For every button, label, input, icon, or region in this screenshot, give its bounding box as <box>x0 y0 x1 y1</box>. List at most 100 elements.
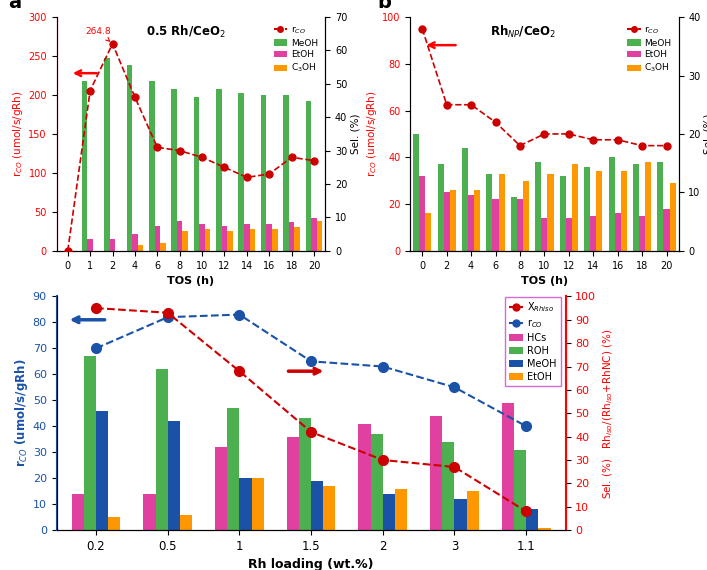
Bar <box>238 93 244 251</box>
Bar <box>177 221 182 251</box>
Bar <box>144 494 156 530</box>
Bar <box>566 218 572 251</box>
Bar <box>542 218 547 251</box>
Bar <box>272 229 278 251</box>
Bar <box>614 213 621 251</box>
Y-axis label: r$_{CO}$ (umol/s/gRh): r$_{CO}$ (umol/s/gRh) <box>11 91 25 177</box>
Bar <box>382 494 395 530</box>
Bar <box>317 221 322 251</box>
Bar <box>168 421 180 530</box>
Bar <box>305 101 311 251</box>
Bar <box>468 195 474 251</box>
Bar <box>358 424 370 530</box>
Legend: r$_{CO}$, MeOH, EtOH, C$_3$OH: r$_{CO}$, MeOH, EtOH, C$_3$OH <box>624 22 674 77</box>
Bar <box>663 209 670 251</box>
Bar <box>572 164 578 251</box>
Bar <box>287 437 299 530</box>
Bar <box>633 164 639 251</box>
Bar <box>609 157 614 251</box>
Bar <box>227 408 240 530</box>
Bar <box>110 239 115 251</box>
Bar <box>216 89 222 251</box>
Bar <box>430 416 443 530</box>
Bar <box>395 488 407 530</box>
Bar <box>596 172 602 251</box>
Bar <box>514 450 526 530</box>
Bar <box>261 95 267 251</box>
Bar <box>252 478 264 530</box>
Bar <box>621 172 627 251</box>
Bar <box>523 181 529 251</box>
Bar <box>104 58 110 251</box>
Bar <box>444 193 450 251</box>
Bar <box>289 222 294 251</box>
Bar <box>443 442 455 530</box>
Text: a: a <box>8 0 21 13</box>
Legend: X$_{Rhiso}$, r$_{CO}$, HCs, ROH, MeOH, EtOH: X$_{Rhiso}$, r$_{CO}$, HCs, ROH, MeOH, E… <box>505 296 561 385</box>
Bar <box>323 486 335 530</box>
Bar <box>171 89 177 251</box>
Bar <box>88 239 93 251</box>
Bar <box>426 213 431 251</box>
Y-axis label: r$_{CO}$ (umol/s/gRh): r$_{CO}$ (umol/s/gRh) <box>13 359 30 467</box>
Bar <box>156 369 168 530</box>
Bar <box>160 243 165 251</box>
Bar <box>244 223 250 251</box>
Bar <box>71 494 84 530</box>
Bar <box>311 481 323 530</box>
Bar <box>526 510 538 530</box>
Text: 264.8: 264.8 <box>86 27 111 41</box>
Bar <box>467 491 479 530</box>
Bar <box>82 81 88 251</box>
Bar <box>215 447 227 530</box>
Bar <box>462 148 468 251</box>
Bar <box>670 183 676 251</box>
Bar <box>450 190 456 251</box>
Bar <box>250 229 255 251</box>
Bar <box>419 176 426 251</box>
Bar <box>535 162 542 251</box>
Bar <box>639 215 645 251</box>
Bar <box>560 176 566 251</box>
Bar <box>284 95 289 251</box>
Bar <box>108 517 120 530</box>
Bar <box>584 166 590 251</box>
Bar <box>538 527 551 530</box>
Y-axis label: r$_{CO}$ (umol/s/gRh): r$_{CO}$ (umol/s/gRh) <box>366 91 379 177</box>
Bar <box>498 174 505 251</box>
Bar <box>180 515 192 530</box>
Bar <box>517 200 523 251</box>
Bar <box>474 190 480 251</box>
Bar <box>194 96 199 251</box>
Text: 0.5 Rh/CeO$_2$: 0.5 Rh/CeO$_2$ <box>146 24 226 40</box>
Bar <box>84 356 96 530</box>
Bar <box>222 226 227 251</box>
Bar <box>240 478 252 530</box>
Bar <box>182 231 188 251</box>
X-axis label: Rh loading (wt.%): Rh loading (wt.%) <box>248 559 374 570</box>
Text: Rh$_{NP}$/CeO$_2$: Rh$_{NP}$/CeO$_2$ <box>490 24 556 40</box>
X-axis label: TOS (h): TOS (h) <box>168 276 214 286</box>
Bar <box>199 223 205 251</box>
Y-axis label: Sel. (%)   Rh$_{iso}$/(Rh$_{iso}$+RhNC) (%): Sel. (%) Rh$_{iso}$/(Rh$_{iso}$+RhNC) (%… <box>602 328 616 499</box>
Legend: r$_{CO}$, MeOH, EtOH, C$_3$OH: r$_{CO}$, MeOH, EtOH, C$_3$OH <box>271 22 321 77</box>
Bar <box>267 223 272 251</box>
Bar <box>138 245 144 251</box>
X-axis label: TOS (h): TOS (h) <box>521 276 568 286</box>
Bar <box>205 229 211 251</box>
Bar <box>493 200 498 251</box>
Y-axis label: Sel. (%): Sel. (%) <box>350 113 360 154</box>
Bar <box>502 403 514 530</box>
Text: b: b <box>378 0 392 13</box>
Bar <box>658 162 663 251</box>
Bar <box>438 164 444 251</box>
Bar <box>370 434 382 530</box>
Bar <box>311 218 317 251</box>
Bar <box>510 197 517 251</box>
Bar <box>455 499 467 530</box>
Bar <box>547 174 554 251</box>
Bar <box>645 162 651 251</box>
Bar <box>413 134 419 251</box>
Bar <box>96 410 108 530</box>
Bar <box>294 227 300 251</box>
